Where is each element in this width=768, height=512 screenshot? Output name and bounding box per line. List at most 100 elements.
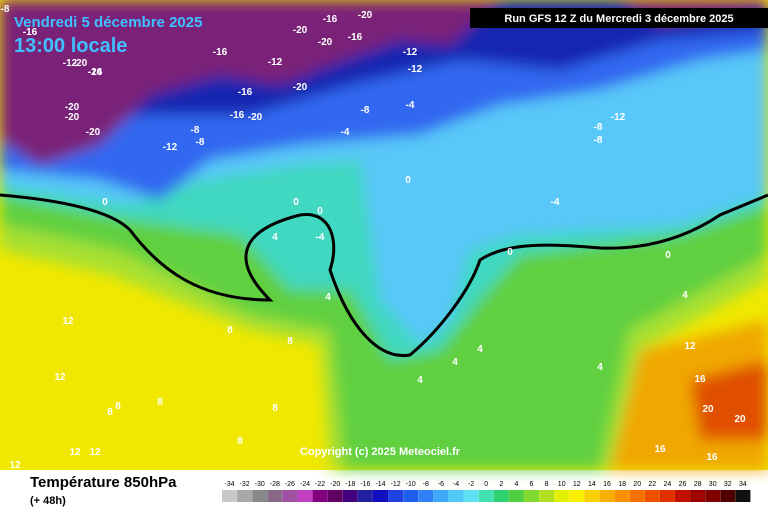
legend-subtitle: (+ 48h) <box>30 495 66 507</box>
scale-label: -4 <box>453 481 459 488</box>
scale-label: 6 <box>530 481 534 488</box>
isotherm-label: -16 <box>23 27 38 38</box>
isotherm-label: -20 <box>65 112 80 123</box>
scale-label: -10 <box>406 481 416 488</box>
isotherm-label: 4 <box>682 290 688 301</box>
scale-swatch <box>403 490 419 502</box>
isotherm-label: 12 <box>684 341 696 352</box>
scale-swatch <box>735 490 751 502</box>
scale-label: -24 <box>300 481 310 488</box>
scale-swatch <box>463 490 479 502</box>
isotherm-label: 20 <box>734 414 746 425</box>
run-text: Run GFS 12 Z du Mercredi 3 décembre 2025 <box>504 13 733 25</box>
scale-label: -26 <box>285 481 295 488</box>
temperature-field <box>0 0 768 470</box>
isotherm-label: 12 <box>69 447 81 458</box>
isotherm-label: -20 <box>73 58 88 69</box>
scale-label: 24 <box>664 481 672 488</box>
isotherm-label: -12 <box>403 47 418 58</box>
color-scale: -34 -32 -30 -28 -26 -24 -22 -20 -18 -16 -14 -12 -10-… <box>222 481 751 502</box>
isotherm-label: 16 <box>706 452 718 463</box>
scale-swatch <box>448 490 464 502</box>
scale-label: 20 <box>633 481 641 488</box>
scale-swatch <box>252 490 268 502</box>
isotherm-label: -16 <box>238 87 253 98</box>
isotherm-label: 8 <box>272 403 278 414</box>
scale-swatch <box>720 490 736 502</box>
scale-swatch <box>539 490 555 502</box>
isotherm-label: 0 <box>405 175 411 186</box>
isotherm-label: 4 <box>325 292 331 303</box>
scale-swatch <box>659 490 675 502</box>
isotherm-label: -12 <box>408 64 423 75</box>
isotherm-label: -16 <box>88 67 103 78</box>
isotherm-label: 0 <box>293 197 299 208</box>
scale-label: 18 <box>618 481 626 488</box>
isotherm-label: -8 <box>191 125 200 136</box>
scale-label: -32 <box>240 481 250 488</box>
scale-label: 28 <box>694 481 702 488</box>
isotherm-label: 12 <box>89 447 101 458</box>
isotherm-label: -16 <box>323 14 338 25</box>
scale-swatch <box>690 490 706 502</box>
scale-swatch <box>388 490 404 502</box>
isotherm-label: -16 <box>213 47 228 58</box>
scale-swatch <box>418 490 434 502</box>
isotherm-label: -4 <box>551 197 560 208</box>
scale-swatch <box>675 490 690 502</box>
scale-swatch <box>297 490 313 502</box>
isotherm-label: 12 <box>62 316 74 327</box>
isotherm-label: -12 <box>268 57 283 68</box>
scale-label: -12 <box>391 481 401 488</box>
scale-label: 8 <box>545 481 549 488</box>
isotherm-label: -8 <box>594 122 603 133</box>
scale-swatch <box>493 490 509 502</box>
scale-swatch <box>342 490 358 502</box>
scale-swatch <box>629 490 645 502</box>
isotherm-label: -8 <box>1 4 10 15</box>
isotherm-label: 0 <box>507 247 513 258</box>
scale-label: 2 <box>499 481 503 488</box>
isotherm-label: 8 <box>237 436 243 447</box>
scale-label: 22 <box>648 481 656 488</box>
date: Vendredi 5 décembre 2025 <box>14 14 202 31</box>
isotherm-label: 8 <box>287 336 293 347</box>
scale-label: 16 <box>603 481 611 488</box>
scale-label: -6 <box>438 481 444 488</box>
isotherm-label: -20 <box>293 25 308 36</box>
isotherm-label: -8 <box>361 105 370 116</box>
scale-label: -16 <box>360 481 370 488</box>
scale-swatch <box>614 490 630 502</box>
isotherm-label: 4 <box>272 232 278 243</box>
scale-swatch <box>584 490 600 502</box>
scale-swatch <box>478 490 494 502</box>
isotherm-label: -20 <box>248 112 263 123</box>
isotherm-label: 4 <box>452 357 458 368</box>
scale-swatch <box>554 490 570 502</box>
scale-swatch <box>282 490 298 502</box>
scale-label: 14 <box>588 481 596 488</box>
scale-swatch <box>373 490 388 502</box>
isotherm-label: -4 <box>316 232 325 243</box>
isotherm-label: 8 <box>157 397 163 408</box>
time: 13:00 locale <box>14 35 127 57</box>
isotherm-label: 12 <box>9 460 21 471</box>
scale-label: 26 <box>679 481 687 488</box>
scale-label: -18 <box>345 481 355 488</box>
isotherm-label: -20 <box>318 37 333 48</box>
scale-swatch <box>357 490 373 502</box>
zero-isotherm <box>0 193 768 358</box>
isotherm-label: -4 <box>341 127 350 138</box>
scale-label: 32 <box>724 481 732 488</box>
isotherm-label: 4 <box>477 344 483 355</box>
isotherm-label: -20 <box>358 10 373 21</box>
isotherm-label: -12 <box>63 58 78 69</box>
isotherm-label: -8 <box>594 135 603 146</box>
isotherm-label: 8 <box>115 401 121 412</box>
scale-swatch <box>222 490 237 502</box>
scale-label: -28 <box>270 481 280 488</box>
legend-title: Température 850hPa <box>30 474 177 491</box>
isotherm-label: 8 <box>107 407 113 418</box>
